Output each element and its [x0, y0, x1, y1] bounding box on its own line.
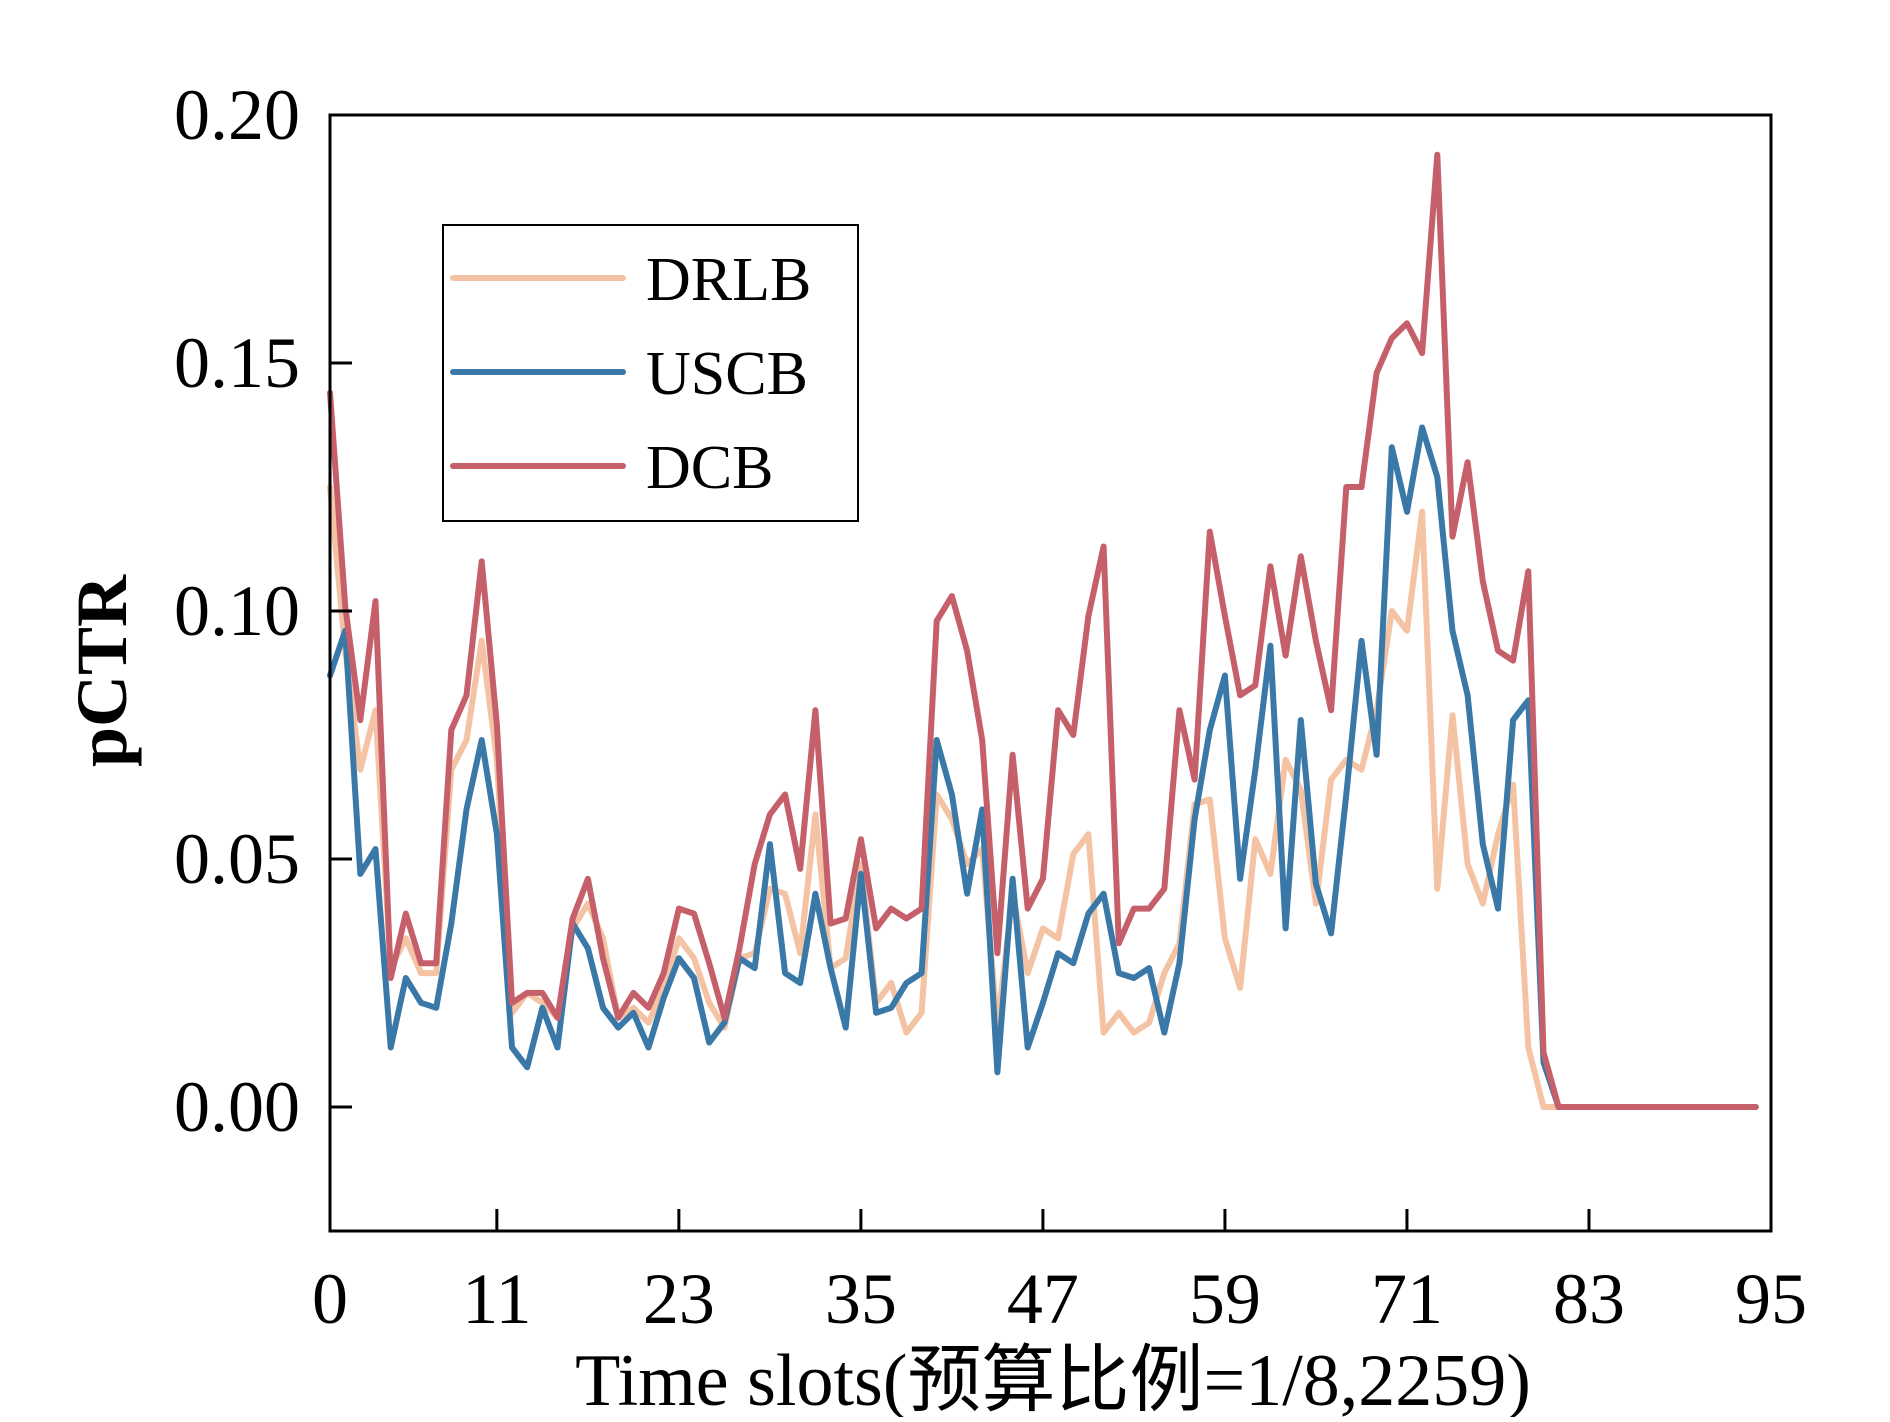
plot-frame: [328, 113, 1773, 1233]
x-axis-title: Time slots(预算比例=1/8,2259): [575, 1340, 1531, 1417]
x-tick-label-35: 35: [825, 1259, 897, 1339]
legend-label-dcb: DCB: [646, 434, 773, 502]
legend: DRLB USCB DCB: [442, 224, 859, 522]
x-tick-label-71: 71: [1371, 1259, 1443, 1339]
series-line-dcb: [327, 151, 1759, 1110]
plot-lines: [327, 151, 1759, 1110]
x-tick-label-95: 95: [1735, 1259, 1807, 1339]
y-tick-label-1: 0.05: [174, 819, 300, 899]
y-tick-label-0: 0.00: [174, 1067, 300, 1147]
y-tick-label-3: 0.15: [174, 323, 300, 403]
y-tick-label-4: 0.20: [174, 75, 300, 155]
legend-label-drlb: DRLB: [646, 246, 811, 314]
x-tick-label-11: 11: [462, 1259, 531, 1339]
x-tick-label-23: 23: [643, 1259, 715, 1339]
x-tick-label-83: 83: [1553, 1259, 1625, 1339]
axes: 0 11 23 35 47 59 71 83 95 0.00 0.05 0.10 0.15 0.20: [174, 75, 1807, 1339]
x-tick-label-47: 47: [1007, 1259, 1079, 1339]
legend-label-uscb: USCB: [646, 340, 808, 408]
x-tick-label-59: 59: [1189, 1259, 1261, 1339]
y-axis-title: pCTR: [62, 574, 142, 767]
y-tick-label-2: 0.10: [174, 571, 300, 651]
x-tick-label-0: 0: [312, 1259, 348, 1339]
